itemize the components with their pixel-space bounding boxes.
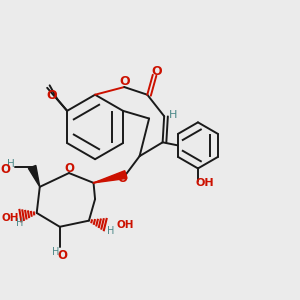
Text: H: H [107,226,114,236]
Text: O: O [58,250,68,262]
Text: H: H [52,247,60,257]
Text: O: O [47,89,57,102]
Polygon shape [94,171,127,183]
Text: H: H [169,110,177,120]
Text: OH: OH [116,220,134,230]
Text: O: O [151,65,162,78]
Text: O: O [117,172,127,185]
Text: H·: H· [58,252,60,253]
Text: H: H [7,159,14,169]
Text: O: O [119,75,130,88]
Text: O: O [64,162,74,175]
Text: O: O [0,163,10,176]
Text: OH: OH [1,213,19,223]
Polygon shape [28,166,40,187]
Text: OH: OH [195,178,214,188]
Text: H: H [16,218,23,228]
